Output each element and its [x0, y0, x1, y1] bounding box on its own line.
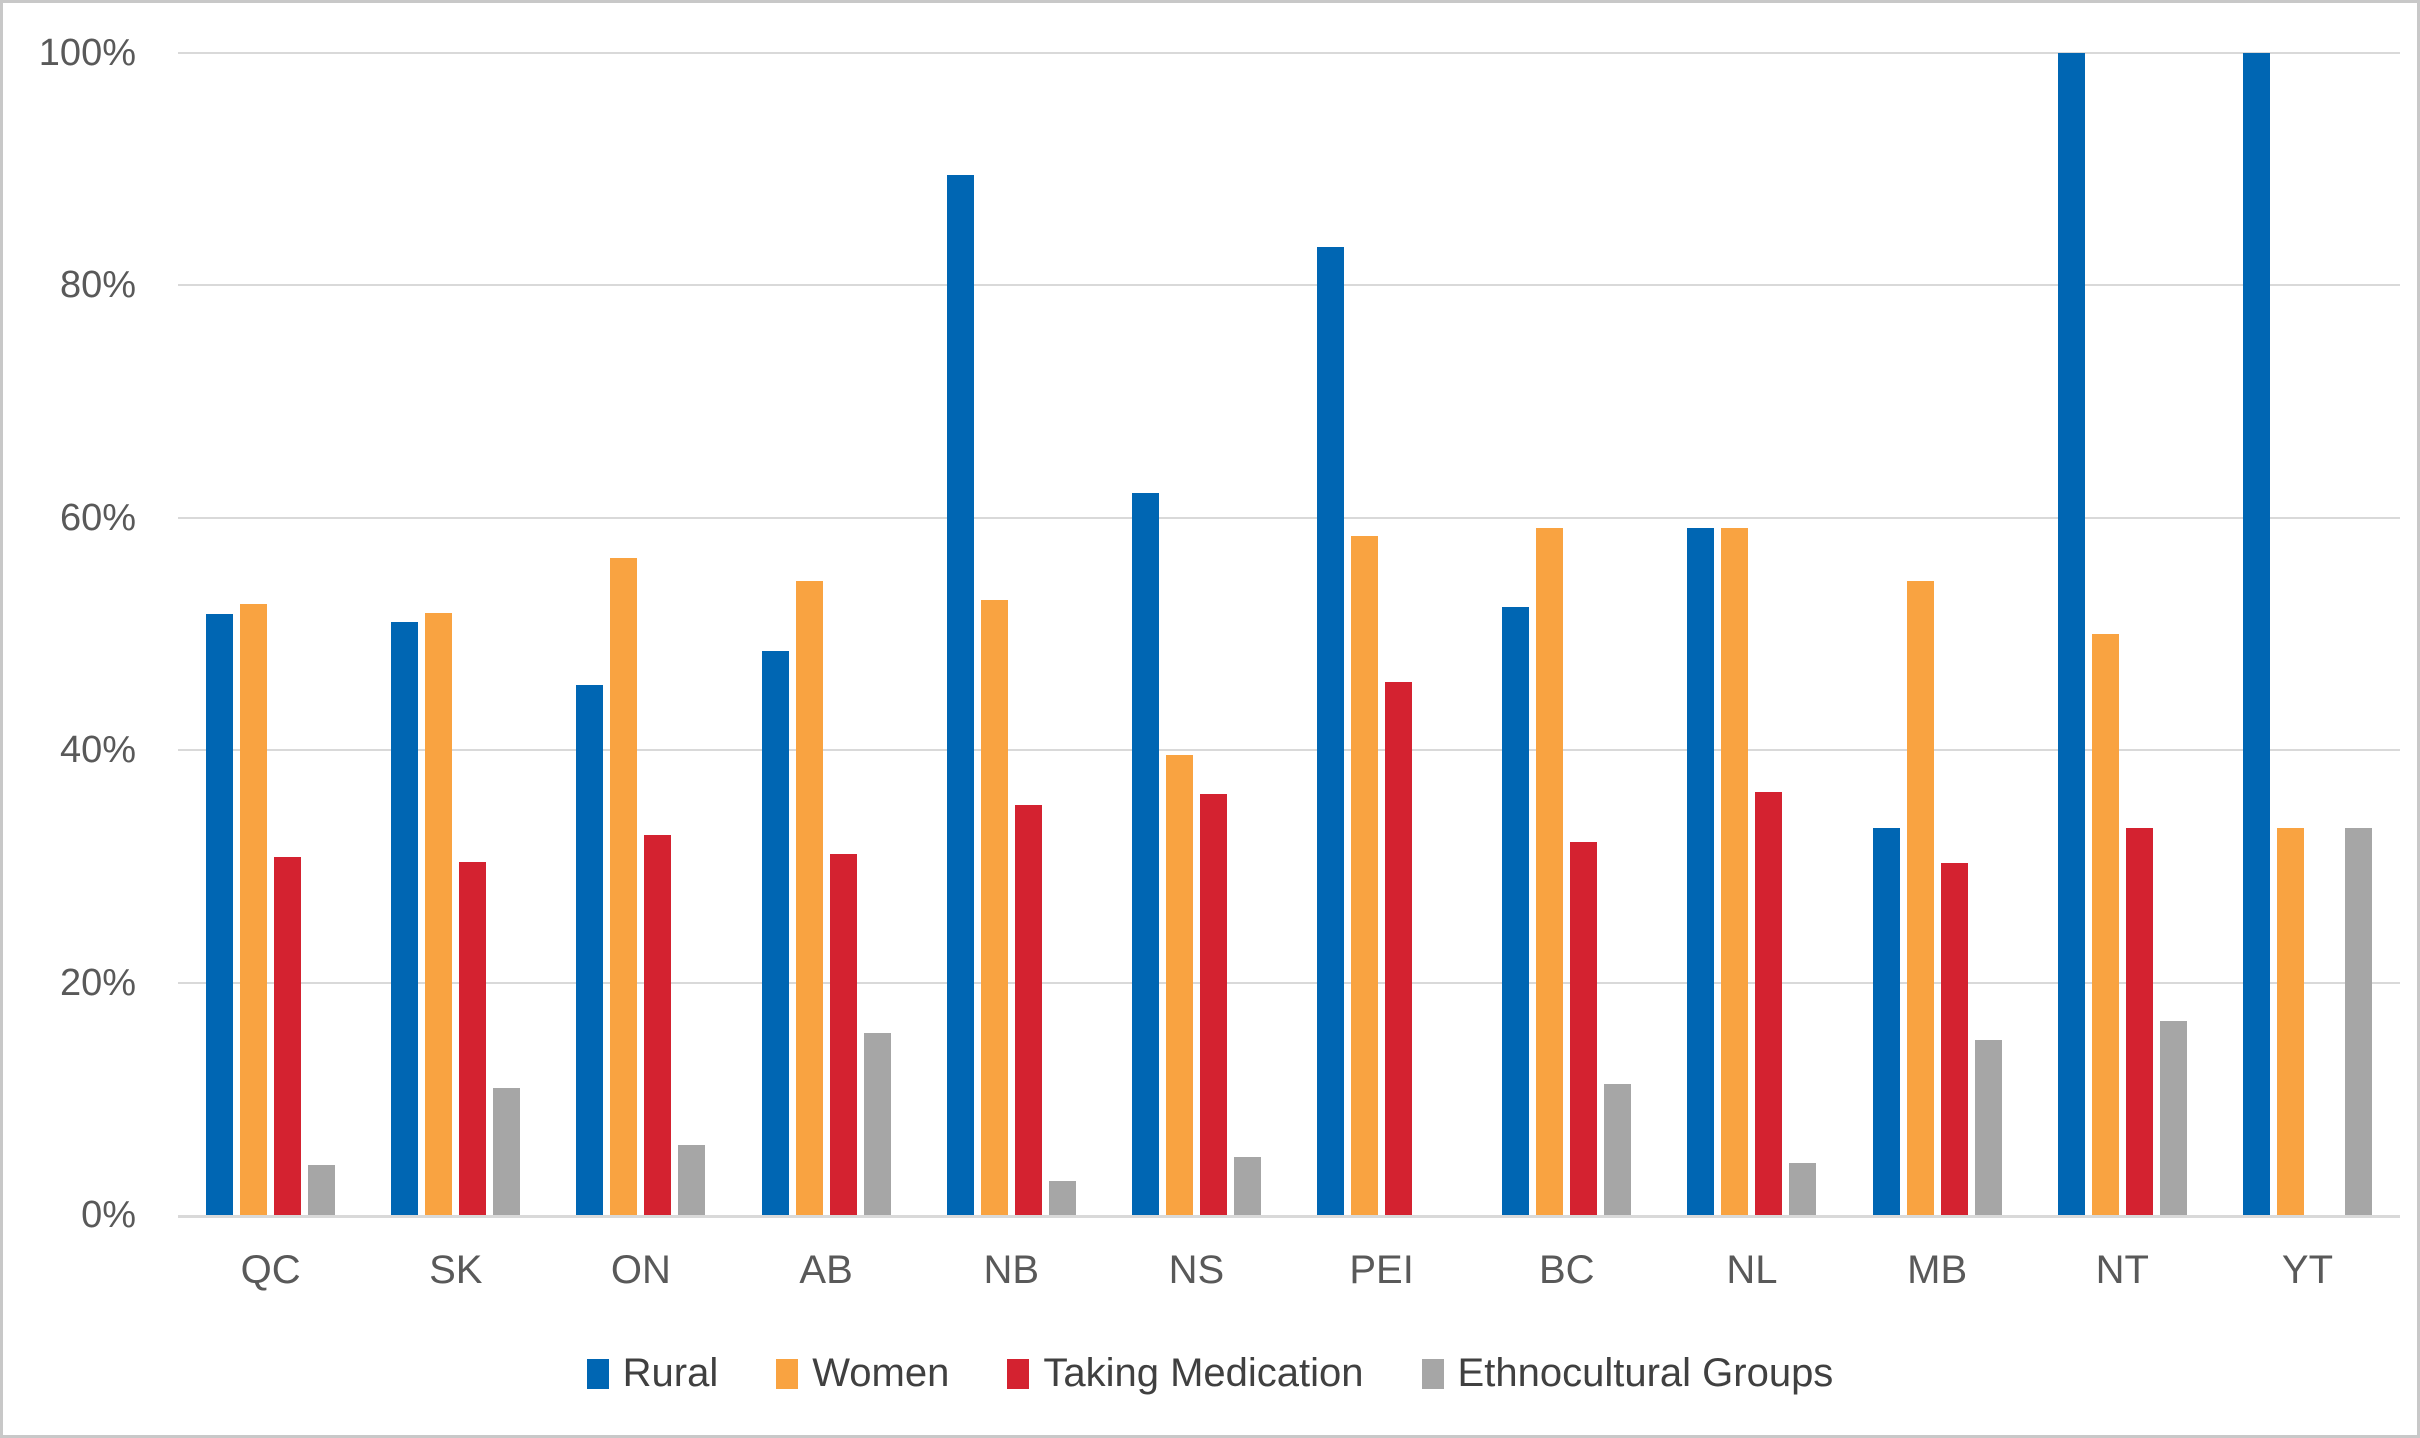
- y-axis-tick-label: 60%: [59, 496, 136, 539]
- legend-swatch-icon: [586, 1358, 609, 1389]
- x-axis-label-NL: NL: [1726, 1248, 1778, 1292]
- x-axis-label-NS: NS: [1168, 1248, 1225, 1292]
- bar-women-AB: [795, 580, 823, 1215]
- bar-women-NB: [980, 600, 1008, 1215]
- x-axis-label-PEI: PEI: [1349, 1248, 1414, 1292]
- x-axis-label-SK: SK: [429, 1248, 483, 1292]
- bar-ethnocultural-groups-QC: [308, 1165, 336, 1215]
- bar-rural-NS: [1131, 493, 1159, 1215]
- bar-rural-SK: [391, 622, 419, 1215]
- bar-taking-medication-NS: [1199, 794, 1227, 1215]
- x-axis-label-AB: AB: [799, 1248, 853, 1292]
- y-axis-tick-label: 20%: [59, 961, 136, 1004]
- bar-taking-medication-NT: [2125, 828, 2153, 1215]
- gridline-60%: [178, 516, 2400, 519]
- legend-label: Women: [812, 1351, 950, 1395]
- bar-rural-PEI: [1317, 247, 1345, 1215]
- x-axis-label-QC: QC: [240, 1248, 301, 1292]
- bar-group-NB: [919, 53, 1104, 1215]
- x-axis-label-NB: NB: [983, 1248, 1040, 1292]
- legend: Rural Women Taking Medication Ethnocultural…: [3, 1351, 2417, 1396]
- bar-women-SK: [425, 613, 453, 1215]
- legend-label: Ethnocultural Groups: [1457, 1351, 1834, 1395]
- bar-group-MB: [1845, 53, 2030, 1215]
- legend-item-rural: Rural: [586, 1351, 719, 1396]
- bar-group-QC: [178, 53, 363, 1215]
- y-axis-tick-label: 100%: [38, 32, 136, 74]
- bar-women-NL: [1721, 528, 1749, 1215]
- legend-item-taking-medication: Taking Medication: [1007, 1351, 1364, 1396]
- legend-swatch-icon: [1421, 1358, 1444, 1389]
- gridline-80%: [178, 284, 2400, 287]
- legend-item-women: Women: [776, 1351, 949, 1396]
- bar-group-NT: [2030, 53, 2215, 1215]
- bar-rural-NT: [2057, 53, 2085, 1215]
- bar-group-NL: [1659, 53, 1844, 1215]
- bar-ethnocultural-groups-NB: [1048, 1181, 1076, 1215]
- bar-women-QC: [240, 603, 268, 1215]
- bar-rural-ON: [576, 685, 604, 1215]
- bar-ethnocultural-groups-NL: [1789, 1162, 1817, 1215]
- y-axis-tick-label: 80%: [59, 264, 136, 307]
- bar-women-PEI: [1351, 536, 1379, 1215]
- bar-ethnocultural-groups-YT: [2344, 828, 2372, 1215]
- bar-rural-NB: [946, 175, 974, 1215]
- bar-ethnocultural-groups-ON: [678, 1145, 706, 1215]
- bar-taking-medication-ON: [644, 835, 672, 1215]
- bar-taking-medication-QC: [274, 857, 302, 1215]
- legend-label: Taking Medication: [1043, 1351, 1364, 1395]
- x-axis-label-NT: NT: [2095, 1248, 2149, 1292]
- bar-ethnocultural-groups-NT: [2159, 1020, 2187, 1215]
- bar-rural-YT: [2242, 53, 2270, 1215]
- bar-rural-NL: [1687, 528, 1715, 1215]
- bar-women-NT: [2091, 634, 2119, 1215]
- legend-swatch-icon: [776, 1358, 799, 1389]
- bar-groups: [178, 53, 2400, 1215]
- plot-area: 100% 80% 60% 40% 20% 0%: [39, 34, 2400, 1234]
- bar-group-BC: [1474, 53, 1659, 1215]
- x-axis: QC SK ON AB NB NS PEI BC NL MB NT YT: [178, 1248, 2400, 1293]
- gridline-40%: [178, 749, 2400, 752]
- bar-ethnocultural-groups-NS: [1233, 1156, 1261, 1215]
- x-axis-label-ON: ON: [610, 1248, 671, 1292]
- bar-women-MB: [1906, 580, 1934, 1215]
- bar-ethnocultural-groups-SK: [493, 1088, 521, 1215]
- bar-group-PEI: [1289, 53, 1474, 1215]
- y-axis-tick-label: 40%: [59, 729, 136, 772]
- bar-ethnocultural-groups-AB: [863, 1032, 891, 1215]
- bar-group-AB: [734, 53, 919, 1215]
- bar-taking-medication-NB: [1014, 804, 1042, 1215]
- bar-rural-AB: [761, 651, 789, 1215]
- x-axis-label-YT: YT: [2281, 1248, 2334, 1292]
- gridline-100%: [178, 52, 2400, 54]
- bar-taking-medication-NL: [1755, 792, 1783, 1215]
- bar-rural-BC: [1502, 607, 1530, 1215]
- x-axis-label-BC: BC: [1539, 1248, 1595, 1292]
- bar-rural-MB: [1872, 828, 1900, 1215]
- bar-taking-medication-AB: [829, 853, 857, 1215]
- bar-group-SK: [363, 53, 548, 1215]
- y-axis-tick-label: 0%: [81, 1194, 136, 1236]
- legend-label: Rural: [622, 1351, 719, 1395]
- bar-women-BC: [1536, 528, 1564, 1215]
- legend-item-ethnocultural-groups: Ethnocultural Groups: [1421, 1351, 1834, 1396]
- bar-taking-medication-PEI: [1385, 681, 1413, 1215]
- bar-women-NS: [1165, 754, 1193, 1215]
- bar-group-ON: [548, 53, 733, 1215]
- legend-swatch-icon: [1007, 1358, 1030, 1389]
- bar-women-ON: [610, 558, 638, 1215]
- bar-women-YT: [2276, 828, 2304, 1215]
- bar-taking-medication-SK: [459, 861, 487, 1215]
- bar-taking-medication-MB: [1940, 862, 1968, 1215]
- bar-ethnocultural-groups-MB: [1974, 1039, 2002, 1215]
- gridline-20%: [178, 981, 2400, 984]
- x-axis-label-MB: MB: [1907, 1248, 1968, 1292]
- bar-ethnocultural-groups-BC: [1604, 1083, 1632, 1215]
- bar-taking-medication-BC: [1570, 842, 1598, 1215]
- bar-rural-QC: [206, 614, 234, 1215]
- bar-group-YT: [2215, 53, 2400, 1215]
- bar-group-NS: [1104, 53, 1289, 1215]
